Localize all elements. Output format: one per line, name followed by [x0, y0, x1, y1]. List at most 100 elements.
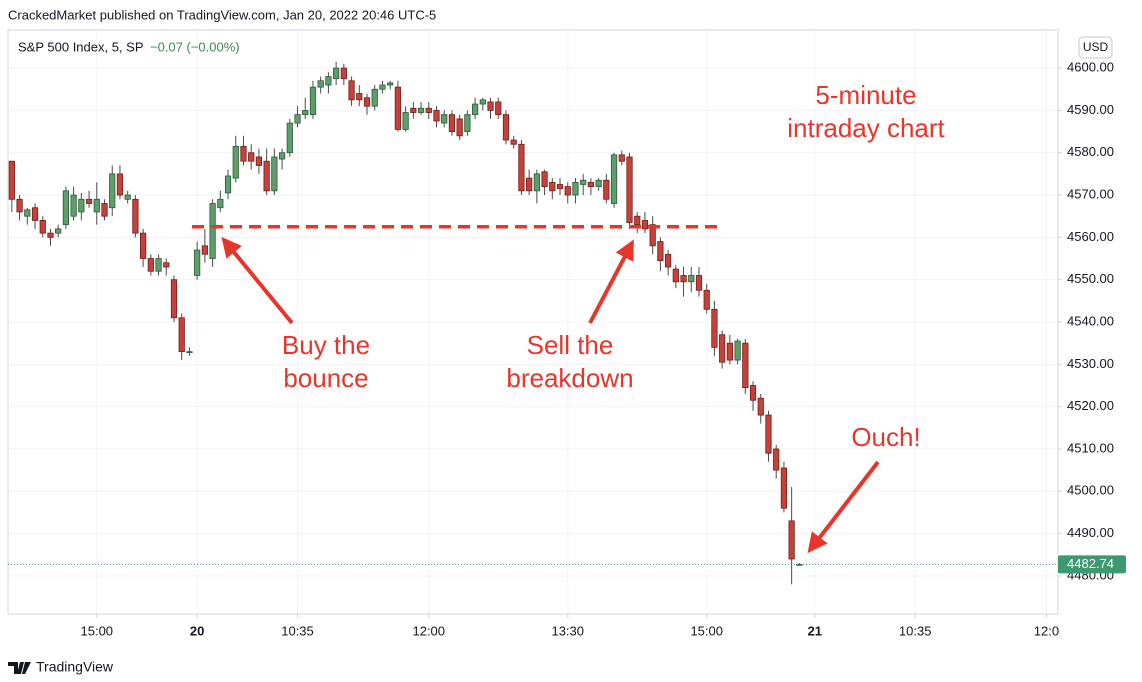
grid: [8, 30, 1058, 614]
candle-body: [541, 171, 548, 187]
candle-body: [796, 563, 803, 566]
candle-body: [39, 220, 46, 234]
candle-body: [101, 203, 108, 217]
candle-body: [379, 84, 386, 90]
candle-body: [140, 232, 147, 259]
x-tick-label: 10:35: [281, 623, 314, 638]
candle-body: [556, 184, 564, 190]
candle-body: [688, 275, 695, 283]
candle-body: [217, 198, 224, 209]
last-price-box: [1058, 555, 1126, 574]
candle-body: [580, 179, 587, 185]
candle-body: [626, 156, 633, 223]
candle-body: [726, 342, 733, 361]
y-tick-label: 4590.00: [1067, 102, 1114, 117]
candle-body: [186, 351, 193, 354]
candle-body: [510, 139, 517, 145]
currency-button[interactable]: [1078, 36, 1113, 59]
annotation: breakdown: [506, 363, 633, 393]
candle-body: [734, 340, 741, 361]
change-label: −0.07 (−0.00%): [150, 39, 240, 54]
candle-body: [70, 194, 77, 217]
candle-body: [749, 385, 757, 401]
arrow: [221, 236, 294, 325]
candle-body: [402, 112, 409, 130]
candle-body: [170, 279, 178, 319]
candle-body: [526, 177, 533, 192]
candle-body: [564, 186, 571, 196]
y-tick-label: 4560.00: [1067, 229, 1114, 244]
y-tick-label: 4530.00: [1067, 356, 1114, 371]
candle-body: [518, 143, 525, 192]
candle-body: [742, 342, 749, 388]
candle-body: [55, 228, 62, 234]
candle-body: [309, 86, 317, 116]
candle-body: [124, 194, 131, 200]
candle-body: [641, 220, 649, 230]
candle-body: [387, 82, 394, 86]
candle-body: [255, 156, 263, 166]
candle-body: [603, 179, 610, 200]
candle-body: [232, 145, 239, 179]
candle-body: [572, 181, 579, 196]
candle-body: [8, 160, 15, 200]
candle-body: [201, 245, 208, 255]
candle-body: [595, 179, 602, 187]
candle-body: [417, 107, 425, 113]
y-tick-label: 4490.00: [1067, 525, 1114, 540]
candle-body: [263, 160, 270, 192]
x-tick-label: 15:00: [690, 623, 723, 638]
candle-body: [695, 275, 703, 291]
candle-body: [672, 268, 679, 283]
candle-body: [657, 241, 664, 262]
candle-body: [680, 275, 687, 283]
y-tick-label: 4510.00: [1067, 440, 1114, 455]
annotation: Ouch!: [851, 422, 920, 452]
annotation: intraday chart: [787, 113, 945, 143]
candle-body: [16, 198, 23, 213]
y-tick-label: 4540.00: [1067, 313, 1114, 328]
candle-body: [780, 467, 788, 509]
candle-body: [471, 103, 479, 116]
candle-body: [286, 122, 293, 154]
candle-body: [78, 198, 85, 213]
candle-body: [456, 118, 463, 137]
candle-body: [47, 232, 54, 238]
candle-body: [649, 224, 656, 247]
annotation: Buy the: [282, 330, 370, 360]
candle-body: [278, 152, 286, 160]
candle-body: [719, 334, 726, 363]
footer-brand: TradingView: [36, 659, 114, 675]
x-tick-label: 20: [190, 623, 204, 638]
candle-body: [394, 86, 401, 130]
candle-body: [240, 145, 247, 162]
candle-body: [495, 101, 502, 116]
y-tick-label: 4520.00: [1067, 398, 1114, 413]
candle-body: [448, 114, 456, 132]
candle-body: [109, 173, 116, 209]
x-tick-label: 13:30: [551, 623, 584, 638]
y-tick-label: 4500.00: [1067, 483, 1114, 498]
candle-body: [224, 175, 232, 194]
x-tick-label: 12:0: [1034, 623, 1059, 638]
candle-body: [711, 308, 718, 348]
candle-body: [788, 520, 795, 560]
candle-body: [549, 181, 556, 192]
candle-body: [294, 114, 301, 124]
candle-body: [116, 173, 124, 196]
currency-label: USD: [1083, 40, 1109, 54]
candle-body: [356, 93, 363, 101]
candle-body: [610, 154, 618, 204]
x-tick-label: 10:35: [899, 623, 932, 638]
candle-body: [24, 209, 31, 217]
candle-body: [93, 198, 100, 213]
y-tick-label: 4550.00: [1067, 271, 1114, 286]
candle-body: [248, 152, 255, 162]
candle-body: [155, 258, 162, 272]
candle-body: [757, 397, 764, 416]
candle-body: [62, 190, 70, 226]
last-price-label: 4482.74: [1067, 556, 1114, 571]
candle-body: [502, 114, 510, 141]
